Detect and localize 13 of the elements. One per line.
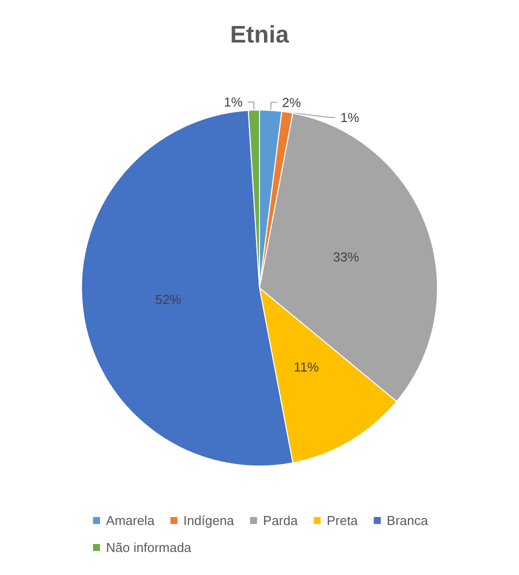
legend-label: Preta (326, 513, 359, 528)
data-label: 1% (224, 94, 244, 110)
data-label: 33% (333, 249, 360, 264)
legend-label: Indígena (183, 513, 235, 528)
legend-label: Não informada (106, 540, 192, 555)
data-label: 52% (155, 292, 182, 308)
legend-label: Parda (263, 513, 298, 528)
legend-label: Branca (386, 513, 429, 528)
data-label: 11% (294, 360, 320, 375)
data-label: 1% (340, 110, 360, 125)
data-label: 2% (282, 94, 302, 110)
legend-label: Amarela (106, 513, 156, 528)
chart-title: Etnia (230, 22, 290, 48)
